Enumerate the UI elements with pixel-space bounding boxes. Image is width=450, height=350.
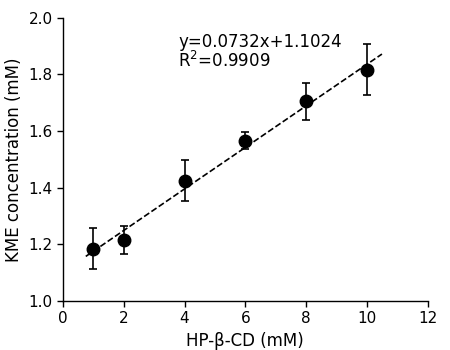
Y-axis label: KME concentration (mM): KME concentration (mM)	[5, 57, 23, 261]
Text: R$^2$=0.9909: R$^2$=0.9909	[178, 51, 271, 71]
X-axis label: HP-β-CD (mM): HP-β-CD (mM)	[186, 332, 304, 350]
Text: y=0.0732x+1.1024: y=0.0732x+1.1024	[178, 33, 342, 51]
